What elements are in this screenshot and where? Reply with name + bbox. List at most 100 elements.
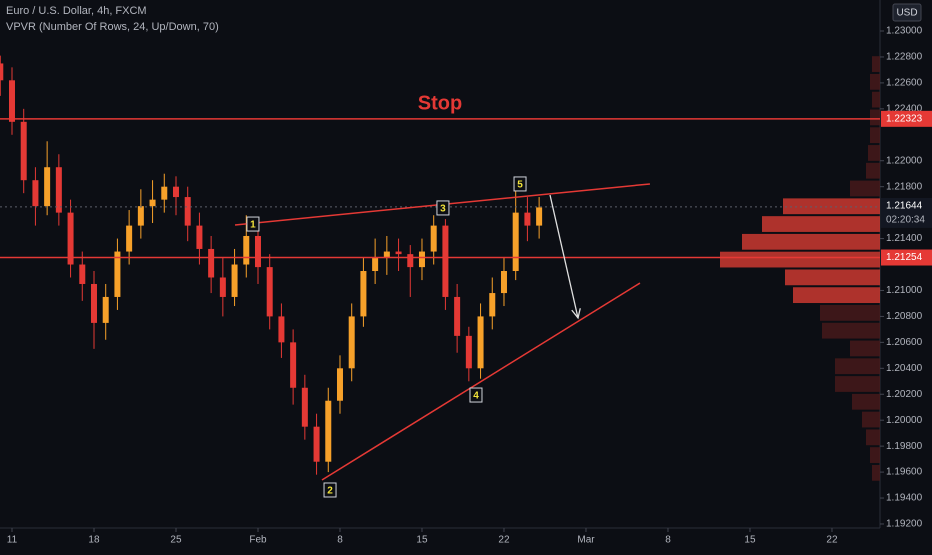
volume-bar <box>872 56 880 72</box>
wave-label: 4 <box>473 391 479 402</box>
wave-label: 3 <box>440 204 446 215</box>
volume-bar <box>872 91 880 108</box>
x-tick-label: 18 <box>88 535 100 546</box>
y-tick-label: 1.20600 <box>886 337 923 348</box>
y-tick-label: 1.22600 <box>886 78 923 89</box>
currency-button[interactable] <box>892 3 922 22</box>
volume-bar <box>870 447 880 463</box>
candle-body <box>360 271 367 317</box>
candle-body <box>336 368 343 401</box>
candle-body <box>477 316 484 369</box>
volume-bar <box>783 198 880 215</box>
volume-bar <box>835 358 880 375</box>
wave-box <box>323 482 337 498</box>
volume-bar <box>852 393 880 410</box>
x-tick-label: 8 <box>665 535 671 546</box>
x-tick-label: 22 <box>826 535 838 546</box>
y-tick-label: 1.19400 <box>886 493 923 504</box>
candle-body <box>55 167 62 213</box>
candle-body <box>32 180 39 207</box>
candle-body <box>0 63 4 81</box>
volume-bar <box>870 73 880 90</box>
candle-body <box>219 277 226 297</box>
volume-bar <box>822 322 880 339</box>
candle-body <box>524 212 531 226</box>
candle-body <box>313 426 320 462</box>
candle-body <box>266 267 273 317</box>
last-price-label: 1.21644 <box>886 201 923 212</box>
price-label-box <box>881 249 932 266</box>
countdown-label: 02:20:34 <box>886 215 925 226</box>
candle-body <box>137 206 144 226</box>
candle-body <box>301 387 308 427</box>
candle-body <box>20 121 27 181</box>
currency-button-label[interactable]: USD <box>896 8 917 19</box>
candle-body <box>161 186 168 200</box>
y-tick-label: 1.22400 <box>886 103 923 114</box>
wave-box <box>246 216 260 232</box>
x-tick-label: 15 <box>416 535 428 546</box>
candle-body <box>395 251 402 255</box>
candle-body <box>536 207 543 226</box>
y-tick-label: 1.20400 <box>886 363 923 374</box>
y-tick-label: 1.21400 <box>886 233 923 244</box>
candle-body <box>208 248 215 278</box>
y-tick-label: 1.20000 <box>886 415 923 426</box>
y-tick-label: 1.19800 <box>886 441 923 452</box>
volume-bar <box>835 376 880 392</box>
candle-body <box>114 251 121 297</box>
candle-body <box>90 283 97 323</box>
indicator-label: VPVR (Number Of Rows, 24, Up/Down, 70) <box>6 21 219 33</box>
y-tick-label: 1.22000 <box>886 155 923 166</box>
price-label: 1.21254 <box>886 252 923 263</box>
candle-body <box>231 264 238 297</box>
volume-bar <box>820 305 880 321</box>
volume-bar <box>793 287 880 304</box>
last-price-box <box>881 197 932 228</box>
y-tick-label: 1.22800 <box>886 52 923 63</box>
price-label: 1.22323 <box>886 113 923 124</box>
volume-bar <box>868 145 880 161</box>
candle-body <box>79 264 86 284</box>
volume-bar <box>850 180 880 197</box>
candle-body <box>325 400 332 462</box>
candle-body <box>454 296 461 336</box>
volume-bar <box>850 340 880 357</box>
candle-body <box>290 342 297 388</box>
volume-bar <box>866 162 880 179</box>
y-tick-label: 1.21800 <box>886 181 923 192</box>
volume-bar <box>785 269 880 286</box>
arrow-head <box>571 308 581 320</box>
y-tick-label: 1.20200 <box>886 389 923 400</box>
y-tick-label: 1.21000 <box>886 285 923 296</box>
plot: Stop 1 2 3 4 5 <box>0 55 880 498</box>
y-tick-label: 1.19600 <box>886 467 923 478</box>
volume-bar <box>762 216 880 232</box>
candle-body <box>348 316 355 369</box>
volume-bar <box>742 233 880 250</box>
x-tick-label: 22 <box>498 535 510 546</box>
wave-label: 1 <box>250 220 256 231</box>
y-tick-label: 1.23000 <box>886 26 923 37</box>
candle-body <box>254 235 261 268</box>
volume-bar <box>870 127 880 144</box>
x-tick-label: Mar <box>577 535 595 546</box>
wave-label: 2 <box>327 486 333 497</box>
volume-bar <box>862 411 880 428</box>
y-tick-label: 1.20800 <box>886 311 923 322</box>
volume-bar <box>720 251 880 268</box>
candle-body <box>372 258 379 272</box>
x-tick-label: 25 <box>170 535 182 546</box>
candle-body <box>126 225 133 252</box>
candle-body <box>149 199 156 207</box>
price-label-box <box>881 110 932 127</box>
wave-box <box>469 387 483 403</box>
volume-bar <box>872 464 880 481</box>
candle-body <box>196 225 203 249</box>
candle-body <box>243 235 250 265</box>
wave-label: 5 <box>517 180 523 191</box>
wave-box <box>513 176 527 192</box>
